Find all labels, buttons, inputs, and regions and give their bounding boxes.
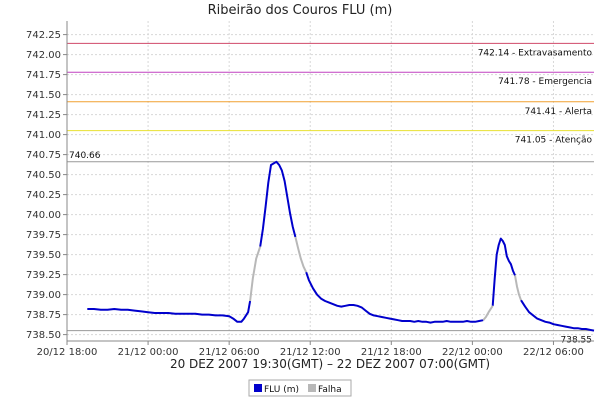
x-tick-label: 21/12 06:00: [199, 347, 260, 358]
x-tick-label: 20/12 18:00: [37, 347, 98, 358]
plot-area: [67, 21, 594, 341]
legend-swatch-flu: [254, 384, 262, 392]
series-lines: [87, 160, 595, 332]
y-tick-label: 738.50: [26, 330, 61, 341]
y-tick-label: 740.25: [26, 190, 61, 201]
x-axis-ticks: 20/12 18:00 21/12 00:00 21/12 06:00 21/12 1…: [37, 341, 584, 358]
y-tick-label: 740.00: [26, 210, 61, 221]
y-tick-label: 742.25: [26, 30, 61, 41]
legend-label-flu: FLU (m): [264, 385, 299, 395]
y-tick-label: 739.75: [26, 230, 61, 241]
series-line-flu: [491, 237, 516, 306]
x-tick-label: 21/12 18:00: [361, 347, 422, 358]
grid: [66, 21, 594, 341]
threshold-label: 741.05 - Atenção: [515, 136, 593, 146]
y-tick-label: 741.25: [26, 110, 61, 121]
x-tick-label: 21/12 12:00: [280, 347, 341, 358]
series-line-falha: [482, 305, 494, 321]
chart-subtitle: 20 DEZ 2007 19:30(GMT) – 22 DEZ 2007 07:…: [170, 357, 490, 371]
legend-swatch-falha: [308, 384, 316, 392]
x-tick-label: 21/12 00:00: [118, 347, 179, 358]
threshold-label: 741.78 - Emergencia: [498, 77, 592, 87]
threshold-label: 741.41 - Alerta: [525, 107, 592, 117]
x-tick-label: 22/12 00:00: [442, 347, 503, 358]
reference-label: 740.66: [69, 151, 101, 161]
series-line-flu: [305, 271, 484, 324]
y-tick-label: 739.50: [26, 250, 61, 261]
series-line-falha: [294, 236, 308, 273]
series-line-flu: [259, 160, 297, 247]
series-line-falha: [249, 246, 262, 302]
chart-title: Ribeirão dos Couros FLU (m): [208, 3, 393, 18]
y-tick-label: 742.00: [26, 50, 61, 61]
y-tick-label: 740.75: [26, 150, 61, 161]
y-tick-label: 741.00: [26, 130, 61, 141]
series-line-flu: [87, 300, 252, 323]
y-tick-label: 740.50: [26, 170, 61, 181]
y-tick-label: 739.00: [26, 290, 61, 301]
y-tick-label: 741.75: [26, 70, 61, 81]
y-axis-ticks: 742.25 742.00 741.75 741.50 741.25 741.00 740.…: [26, 30, 67, 341]
y-tick-label: 738.75: [26, 310, 61, 321]
legend-label-falha: Falha: [318, 385, 342, 395]
y-tick-label: 739.25: [26, 270, 61, 281]
legend: FLU (m) Falha: [248, 379, 352, 397]
legend-box: [248, 379, 352, 397]
series-line-flu: [520, 299, 595, 332]
threshold-label: 742.14 - Extravasamento: [478, 48, 593, 58]
y-tick-label: 741.50: [26, 90, 61, 101]
x-tick-label: 22/12 06:00: [523, 347, 584, 358]
series-line-falha: [514, 275, 522, 301]
